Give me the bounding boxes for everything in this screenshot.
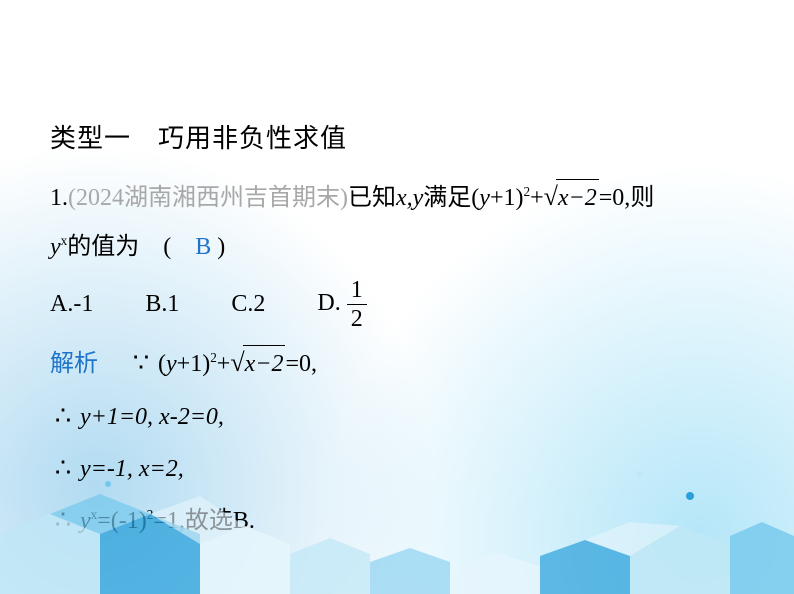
sqrt-inner: x−2 <box>556 179 599 217</box>
solution-label: 解析 <box>50 351 98 377</box>
slide: 类型一 巧用非负性求值 1.(2024湖南湘西州吉首期末)已知x,y满足(y+1… <box>0 0 794 594</box>
options-row: A.-1 B.1 C.2 D. 1 2 <box>50 278 744 331</box>
s4-c: =1,故选B. <box>153 508 255 534</box>
question-number: 1. <box>50 185 68 211</box>
solution-line-2: ∴y+1=0, x-2=0, <box>50 396 744 436</box>
s1-tail: =0, <box>285 351 317 377</box>
fraction-numerator: 1 <box>347 278 367 305</box>
stem-mid: 满足( <box>423 185 479 211</box>
option-a: A.-1 <box>50 286 93 323</box>
fraction-denominator: 2 <box>347 305 367 331</box>
question-source: (2024湖南湘西州吉首期末) <box>68 185 348 211</box>
question-line-2: yx的值为 ( B ) <box>50 229 744 266</box>
option-d-prefix: D. <box>317 291 340 317</box>
s1-plus: + <box>217 351 231 377</box>
yx-term: yx <box>50 234 67 260</box>
option-c: C.2 <box>231 286 265 323</box>
stem-tail: 则 <box>630 185 654 211</box>
s1-plus1: +1) <box>177 351 211 377</box>
s4-b: =(-1) <box>97 508 147 534</box>
y-base: y <box>50 234 61 260</box>
s1-sqrt-inner: x−2 <box>243 345 286 383</box>
s1-y: y <box>166 351 177 377</box>
s4-y: y <box>80 508 91 534</box>
solution-line-4: ∴yx=(-1)2=1,故选B. <box>50 500 744 540</box>
eq-zero: =0, <box>599 185 631 211</box>
stem-prefix: 已知 <box>348 185 396 211</box>
question-line-1: 1.(2024湖南湘西州吉首期末)已知x,y满足(y+1)2+√x−2=0,则 <box>50 177 744 217</box>
plus: + <box>530 185 544 211</box>
s1-open: ( <box>158 351 166 377</box>
therefore-icon: ∴ <box>50 500 76 540</box>
therefore-icon: ∴ <box>50 396 76 436</box>
stem-vars: x,y <box>396 185 423 211</box>
sqrt-term: √x−2 <box>544 177 599 217</box>
option-d: D. 1 2 <box>317 278 366 331</box>
s1-sqrt: √x−2 <box>230 343 285 383</box>
s3-text: y=-1, x=2, <box>80 456 184 482</box>
because-icon: ∵ <box>128 343 154 383</box>
s2-text: y+1=0, x-2=0, <box>80 404 224 430</box>
expr-y: y <box>479 185 490 211</box>
expr-plus1: +1) <box>490 185 524 211</box>
solution-line-3: ∴y=-1, x=2, <box>50 448 744 488</box>
therefore-icon: ∴ <box>50 448 76 488</box>
line2-close: ) <box>211 234 225 260</box>
option-d-fraction: 1 2 <box>347 278 367 331</box>
s1-sq: 2 <box>210 350 217 365</box>
correct-answer: B <box>195 234 211 260</box>
line2-text: 的值为 ( <box>67 234 195 260</box>
content-area: 类型一 巧用非负性求值 1.(2024湖南湘西州吉首期末)已知x,y满足(y+1… <box>50 118 744 553</box>
solution-line-1: 解析 ∵(y+1)2+√x−2=0, <box>50 343 744 383</box>
option-b: B.1 <box>145 286 179 323</box>
section-heading: 类型一 巧用非负性求值 <box>50 118 744 155</box>
